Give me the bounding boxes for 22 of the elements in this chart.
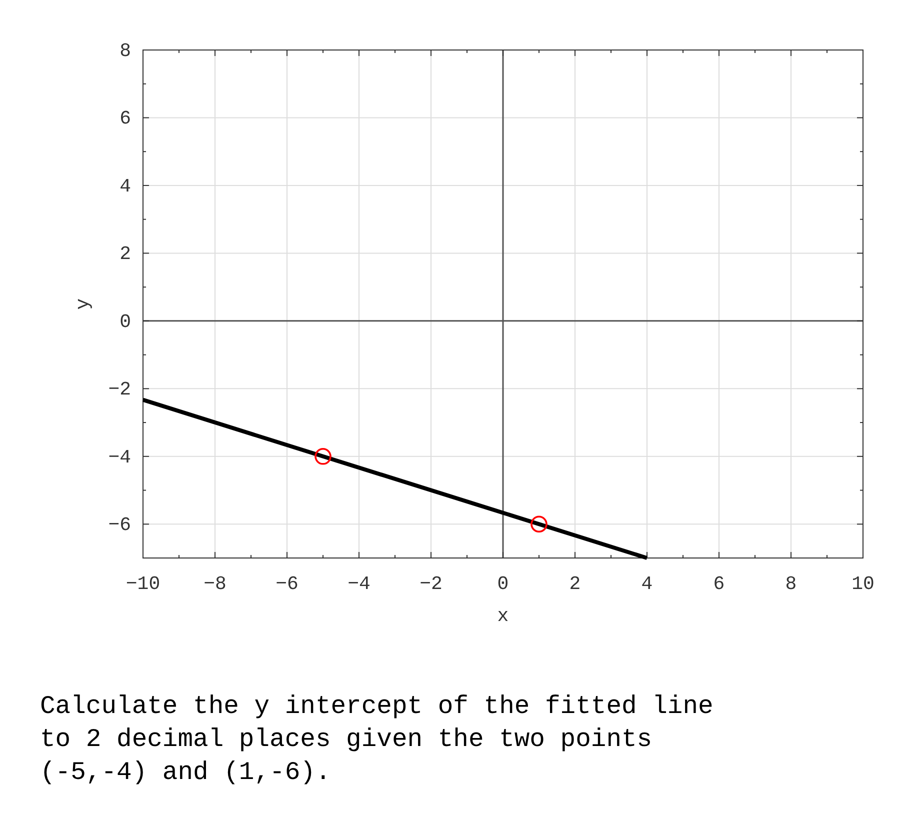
- x-tick-label: 6: [713, 573, 725, 595]
- y-axis-title: y: [72, 298, 94, 310]
- y-tick-label: −6: [108, 514, 131, 536]
- y-tick-label: −2: [108, 378, 131, 401]
- y-tick-label: 0: [120, 310, 131, 333]
- y-tick-label: 4: [120, 175, 131, 198]
- x-tick-label: 8: [785, 573, 797, 595]
- x-tick-label: −4: [348, 573, 370, 595]
- text: Calculate the y intercept of the fitted line to 2 decimal places given the two points (-5,-4) and (1,-6).: [40, 692, 714, 787]
- y-tick-label: 8: [120, 40, 131, 62]
- x-tick-label: −8: [204, 573, 226, 595]
- y-tick-label: 2: [120, 243, 131, 266]
- y-tick-label: 6: [120, 108, 131, 130]
- x-tick-label: 4: [641, 573, 653, 595]
- x-tick-label: 10: [852, 573, 874, 595]
- y-tick-label: −4: [108, 446, 131, 468]
- x-tick-label: 2: [569, 573, 581, 595]
- x-tick-label: −10: [126, 573, 160, 595]
- x-axis-title: x: [497, 605, 509, 627]
- x-tick-label: 0: [497, 573, 509, 595]
- x-tick-label: −6: [276, 573, 298, 595]
- x-tick-label: −2: [420, 573, 442, 595]
